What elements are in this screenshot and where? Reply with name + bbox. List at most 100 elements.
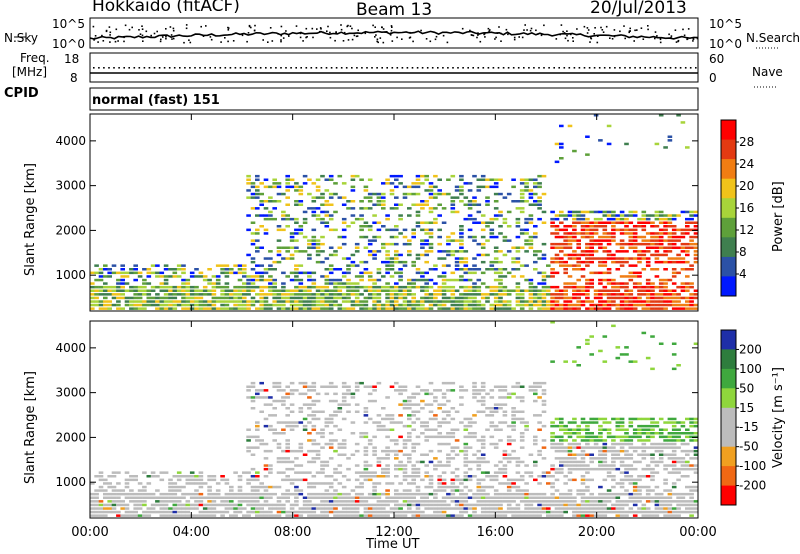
echo-cell: [268, 449, 273, 453]
nsearch-point: [529, 29, 532, 32]
echo-cell: [685, 228, 690, 232]
echo-cell: [246, 282, 251, 285]
echo-cell: [528, 507, 534, 510]
echo-cell: [285, 414, 290, 417]
echo-cell: [259, 514, 264, 517]
echo-cell: [407, 510, 412, 514]
echo-cell: [272, 492, 277, 496]
echo-cell: [576, 424, 581, 428]
echo-cell: [593, 503, 599, 507]
echo-cell: [189, 507, 195, 510]
echo-cell: [350, 500, 356, 503]
echo-cell: [185, 278, 191, 282]
echo-cell: [207, 475, 212, 478]
echo-cell: [250, 239, 256, 242]
echo-cell: [133, 271, 138, 275]
echo-cell: [424, 285, 429, 289]
echo-cell: [537, 414, 542, 417]
echo-cell: [489, 260, 495, 264]
echo-cell: [615, 449, 621, 453]
echo-cell: [376, 421, 382, 424]
echo-cell: [537, 296, 542, 300]
echo-cell: [689, 435, 694, 439]
echo-cell: [502, 449, 508, 453]
echo-cell: [250, 510, 256, 514]
echo-cell: [606, 250, 612, 253]
echo-cell: [237, 489, 243, 492]
echo-cell: [615, 257, 621, 260]
echo-cell: [467, 307, 473, 310]
echo-cell: [285, 442, 290, 446]
echo-cell: [611, 510, 616, 514]
echo-cell: [450, 293, 456, 296]
echo-cell: [485, 225, 490, 228]
echo-cell: [619, 460, 625, 464]
echo-cell: [337, 235, 343, 239]
echo-cell: [354, 507, 360, 510]
echo-cell: [415, 221, 421, 224]
echo-cell: [398, 307, 403, 310]
echo-cell: [229, 307, 234, 310]
echo-cell: [181, 507, 186, 510]
echo-cell: [324, 514, 330, 517]
echo-cell: [476, 457, 482, 460]
velocity-colorbar-tick-label: 15: [739, 401, 754, 415]
echo-cell: [433, 507, 438, 510]
echo-cell: [394, 282, 399, 285]
echo-cell: [515, 282, 521, 285]
echo-cell: [637, 221, 642, 224]
echo-cell: [624, 492, 629, 496]
echo-cell: [598, 242, 603, 246]
echo-cell: [654, 253, 660, 257]
echo-cell: [259, 389, 264, 392]
echo-cell: [202, 514, 208, 517]
echo-cell: [533, 507, 538, 510]
power-colorbar-tick-label: 4: [739, 267, 747, 281]
echo-cell: [476, 268, 482, 271]
echo-cell: [528, 453, 534, 456]
echo-cell: [645, 221, 651, 224]
echo-cell: [107, 268, 112, 271]
echo-cell: [611, 442, 616, 446]
echo-cell: [337, 307, 343, 310]
echo-cell: [606, 278, 612, 282]
echo-cell: [320, 507, 325, 510]
echo-cell: [415, 514, 421, 517]
nsearch-point: [165, 37, 167, 40]
echo-cell: [550, 421, 555, 424]
echo-cell: [550, 496, 555, 499]
echo-cell: [506, 482, 512, 485]
echo-cell: [94, 264, 99, 267]
echo-cell: [641, 331, 647, 335]
echo-cell: [372, 203, 377, 206]
echo-cell: [420, 500, 425, 503]
echo-cell: [441, 278, 447, 282]
echo-cell: [120, 514, 125, 517]
echo-cell: [611, 210, 616, 214]
echo-cell: [645, 242, 651, 246]
nave-point: [199, 67, 201, 69]
echo-cell: [533, 496, 538, 499]
echo-cell: [619, 417, 625, 421]
echo-cell: [367, 196, 373, 199]
nsearch-point: [523, 29, 525, 31]
echo-cell: [658, 449, 664, 453]
echo-cell: [658, 300, 664, 303]
echo-cell: [567, 460, 573, 464]
echo-cell: [533, 514, 538, 517]
echo-cell: [454, 264, 460, 267]
echo-cell: [116, 503, 121, 507]
echo-cell: [619, 482, 625, 485]
echo-cell: [224, 264, 230, 267]
echo-cell: [424, 453, 429, 456]
echo-cell: [407, 424, 412, 428]
echo-cell: [528, 510, 534, 514]
echo-cell: [220, 268, 225, 271]
echo-cell: [645, 303, 651, 307]
echo-cell: [450, 432, 456, 435]
echo-cell: [354, 250, 360, 253]
echo-cell: [667, 300, 673, 303]
nsearch-point: [224, 37, 226, 39]
echo-cell: [437, 242, 442, 246]
echo-cell: [276, 446, 282, 449]
